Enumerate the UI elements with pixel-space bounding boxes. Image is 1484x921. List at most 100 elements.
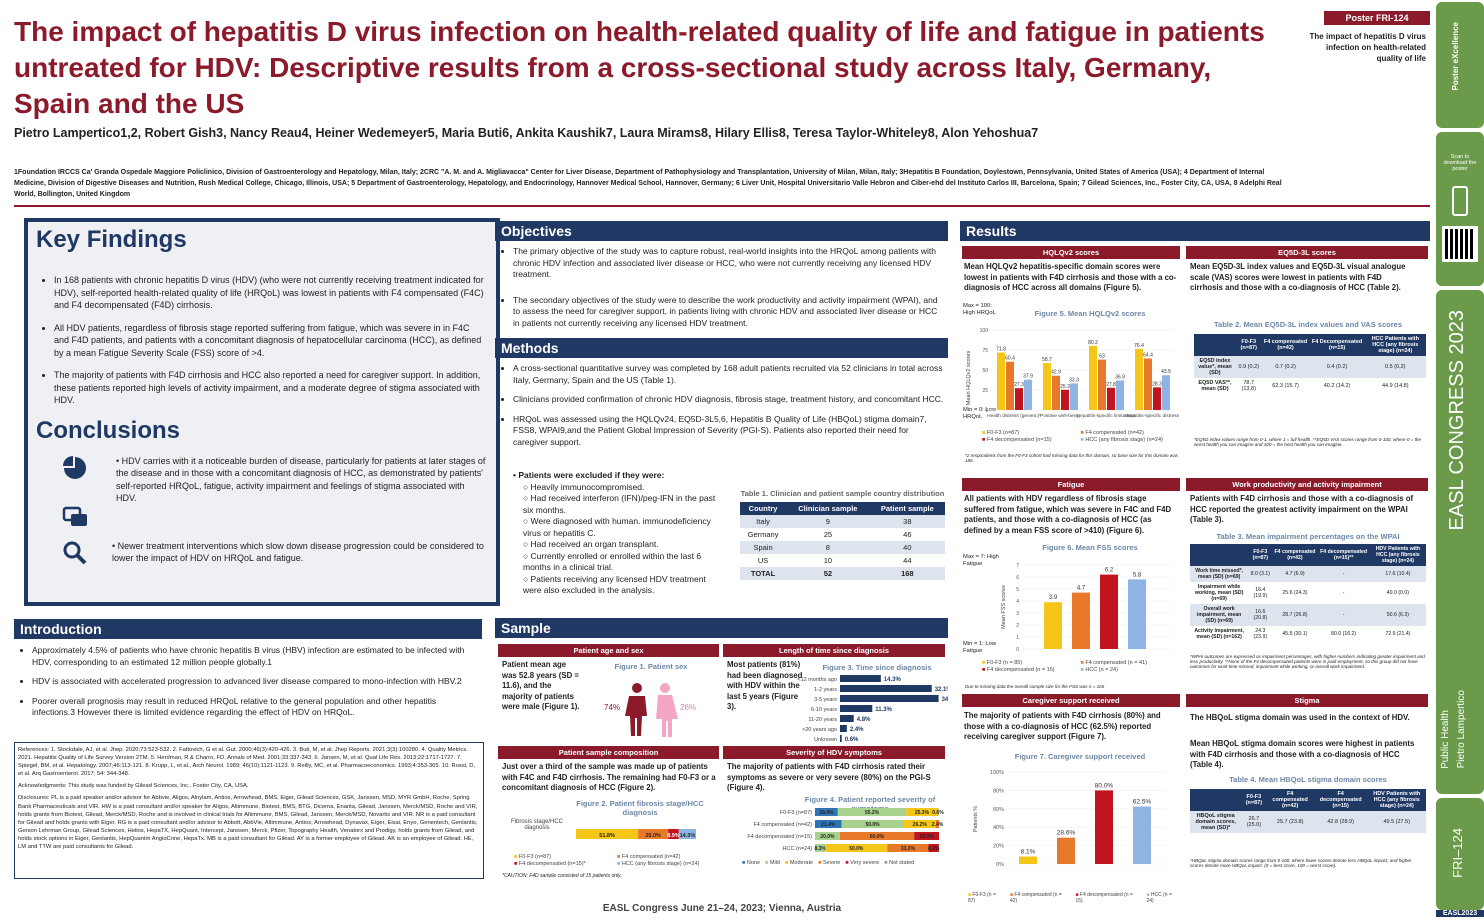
key-findings-box: Key Findings In 168 patients with chroni…	[24, 218, 500, 606]
table-cell: 25	[823, 530, 833, 539]
bar-segment	[903, 820, 937, 828]
bar	[840, 695, 939, 702]
legend-item: ■ HCC (any fibrosis stage) (n=24)	[1080, 437, 1163, 443]
y-tick-label: 6	[1016, 575, 1019, 581]
key-findings-list: In 168 patients with chronic hepatitis D…	[54, 274, 486, 407]
fatigue-text: All patients with HDV regardless of fibr…	[964, 494, 1172, 535]
table-cell: 44.9 (14.8)	[1381, 383, 1409, 389]
table-cell: 40.0 (0.0)	[1386, 590, 1409, 596]
bar	[1052, 375, 1060, 410]
table-header: F0-F3 (n=87)	[1248, 544, 1273, 566]
figure5-title: Figure 5. Mean HQLQv2 scores	[1034, 309, 1146, 318]
y-tick-label: 50	[982, 368, 988, 374]
data-label: 28.6%	[1057, 830, 1076, 837]
exclusion-item: ○ Had received an organ transplant.	[523, 539, 659, 549]
table1-title: Table 1. Clinician and patient sample co…	[740, 489, 945, 498]
y-tick-label: 1	[1016, 635, 1019, 641]
bar-segment	[906, 808, 938, 816]
bar	[1116, 380, 1124, 410]
data-label: 60.0%	[870, 834, 885, 840]
table-header: F4 Decompensated (n=15)	[1309, 334, 1365, 356]
intro-item: HDV is associated with accelerated progr…	[32, 676, 480, 688]
sidebar: Poster eXcellence Scan to download the p…	[1436, 0, 1484, 921]
table-header-row: Country Clinician sample Patient sample	[740, 502, 945, 515]
table-cell: -	[1342, 590, 1345, 596]
scan-panel[interactable]: Scan to download the poster	[1436, 132, 1484, 286]
data-label: 8.1%	[1021, 849, 1036, 856]
legend-item: ■ F4 compensated (n = 41)	[1080, 660, 1147, 666]
chat-icon	[62, 505, 496, 536]
table-cell: 4.7 (6.9)	[1285, 571, 1305, 577]
bar-segment	[668, 829, 679, 839]
bar	[1144, 358, 1152, 410]
table-cell: Italy	[756, 517, 770, 526]
introduction-list: Approximately 4.5% of patients who have …	[18, 645, 480, 727]
table1: Table 1. Clinician and patient sample co…	[740, 489, 945, 580]
introduction-heading: Introduction	[14, 619, 482, 639]
y-tick-label: 25	[982, 388, 988, 394]
y-axis-label: Mean HQLQv2 scores	[966, 351, 972, 406]
data-label: 20.0%	[920, 834, 935, 840]
eq5d-note: *EQ5D index values range from 0-1, where…	[1194, 437, 1421, 447]
table-cell: -	[1342, 612, 1345, 618]
conclusion-item: • Newer treatment interventions which sl…	[112, 540, 484, 564]
y-tick-label: 7	[1016, 563, 1019, 569]
x-tick-label: Positive well-being	[1040, 413, 1080, 419]
wpai-head: Work productivity and activity impairmen…	[1186, 478, 1428, 491]
y-tick-label: 20%	[993, 844, 1004, 850]
bar	[1098, 359, 1106, 410]
table-cell: US	[757, 556, 769, 565]
figure6-chart: Mean FSS scores 0 1 2 3 4 5 6 7 3.9 4.7 6.2 5.8	[1001, 563, 1172, 653]
conclusion-item: • HDV carries with it a noticeable burde…	[116, 455, 486, 504]
time-dx-text: Most patients (81%) had been diagnosed w…	[727, 660, 803, 711]
objectives-list: The primary objective of the study was t…	[499, 246, 945, 337]
data-label: 51.8%	[599, 833, 615, 839]
table1-grid: Country Clinician sample Patient sample Ita…	[740, 502, 945, 580]
wpai-text: Patients with F4D cirrhosis and those wi…	[1190, 494, 1414, 524]
table-cell: Activity impairment, mean (SD) (n=162)	[1194, 628, 1244, 640]
y-tick-label: <12 months ago	[797, 677, 837, 683]
exclusion-item: ○ Patients receiving any licensed HDV tr…	[523, 573, 706, 596]
figure1-chart: 74% 26%	[600, 678, 710, 738]
data-label: 43.5	[1161, 369, 1171, 375]
y-tick-label: 1-2 years	[814, 687, 837, 693]
data-label: 21.4%	[821, 822, 836, 828]
table-row: HBQoL stigma domain scores, mean (SD)* 26…	[1190, 811, 1426, 833]
figure7-legend: ■ F0-F3 (n = 87) ■ F4 compensated (n = 4…	[968, 892, 1180, 904]
table3-title: Table 3. Mean impairment percentages on …	[1216, 532, 1400, 541]
data-label: 2.4%	[932, 822, 944, 828]
bar	[1057, 837, 1075, 864]
bar	[840, 735, 842, 742]
data-label: 37.9	[1023, 374, 1033, 380]
data-label: 2.4%	[850, 727, 864, 733]
y-tick-label: F4 compensated (n=42)	[753, 822, 812, 828]
bar	[840, 675, 881, 682]
bar-segment	[576, 829, 639, 839]
bar	[1070, 383, 1078, 410]
data-label: 63	[1099, 354, 1105, 360]
female-icon	[656, 683, 678, 737]
data-label: 18.4%	[819, 810, 834, 816]
table4: F0-F3 (n=87) F4 compensated (n=42) F4 deco…	[1190, 789, 1426, 833]
exclusion-item: ○ Heavily immunocompromised.	[523, 481, 645, 492]
table-cell: 40	[903, 543, 912, 552]
y-tick-label: 0	[985, 408, 988, 414]
exclusion-item: ○ Were diagnosed with human. immunodefic…	[523, 516, 711, 538]
table-cell: Overall work impairment, mean (SD) (n=69…	[1196, 606, 1242, 624]
table-header	[1190, 789, 1242, 811]
x-tick-label: Hepatitis-specific distress	[1125, 413, 1180, 419]
method-item: HRQoL was assessed using the HQLQv24, EQ…	[513, 414, 945, 449]
bar-segment	[815, 832, 840, 840]
table-cell: -	[1342, 571, 1345, 577]
qr-code-icon[interactable]	[1442, 226, 1478, 262]
hqlq-min-label: Min = 0: Low HRQoL	[963, 407, 997, 420]
bar-segment	[815, 808, 838, 816]
bar	[840, 685, 932, 692]
bar-segment	[887, 844, 929, 852]
stigma-note: *HBQoL stigma domain scores range from 0…	[1190, 858, 1412, 868]
bar	[1043, 363, 1051, 410]
data-label: 60.4	[1005, 356, 1015, 362]
bar-segment	[937, 808, 939, 816]
legend-item: ■ F4 compensated (n=42)	[617, 854, 681, 860]
easl-logo: EASL2023	[1436, 910, 1484, 917]
